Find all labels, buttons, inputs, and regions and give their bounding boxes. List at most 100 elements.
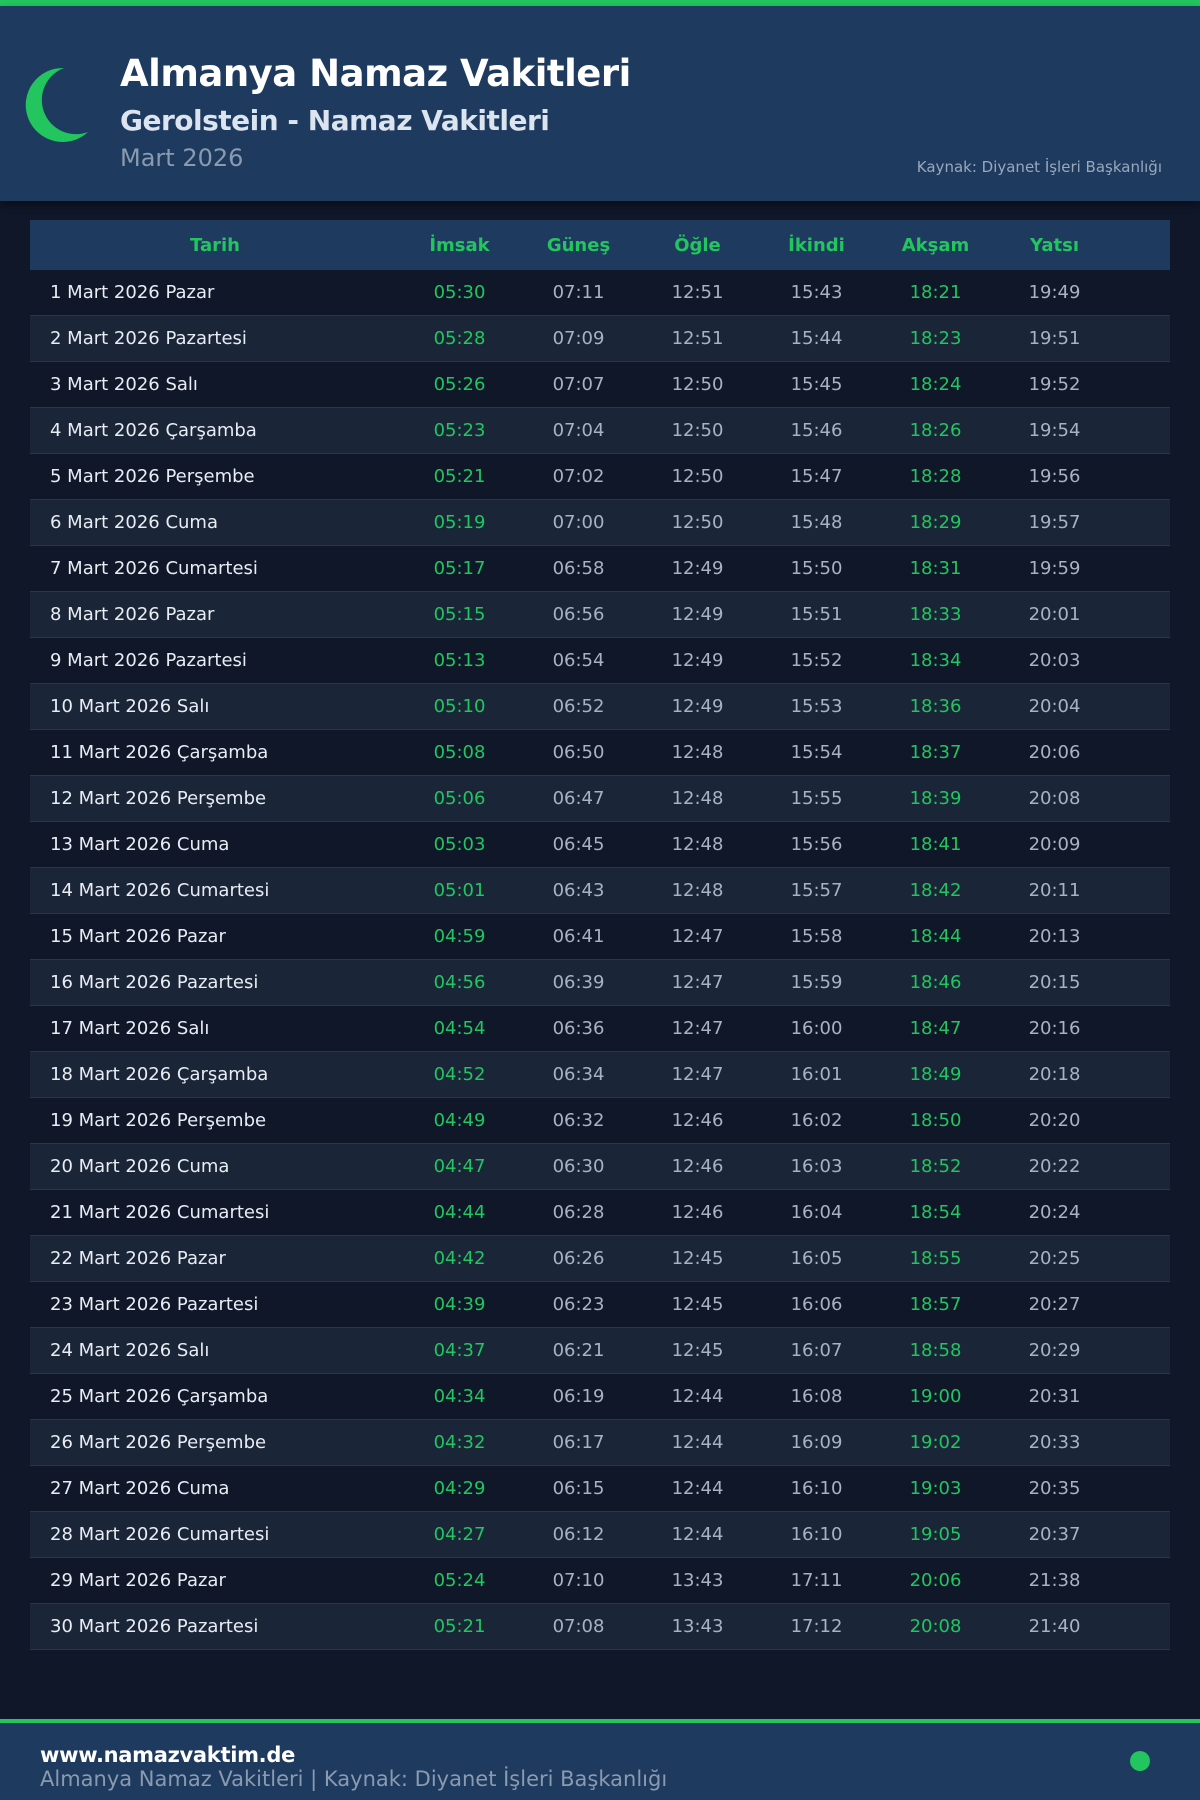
cell-yatsi: 20:18 (1028, 1064, 1081, 1085)
cell-date: 3 Mart 2026 Salı (50, 374, 198, 395)
cell-date: 13 Mart 2026 Cuma (50, 834, 230, 855)
cell-ogle: 12:45 (671, 1248, 724, 1269)
cell-date: 29 Mart 2026 Pazar (50, 1570, 226, 1591)
cell-date: 9 Mart 2026 Pazartesi (50, 650, 247, 671)
cell-imsak: 05:17 (433, 558, 486, 579)
cell-aksam: 18:54 (909, 1202, 962, 1223)
table-row: 29 Mart 2026 Pazar 05:24 07:10 13:43 17:11 20… (30, 1558, 1170, 1604)
cell-gunes: 07:02 (552, 466, 605, 487)
cell-ogle: 12:49 (671, 604, 724, 625)
cell-imsak: 05:08 (433, 742, 486, 763)
cell-ikindi: 16:01 (790, 1064, 843, 1085)
crescent-moon-icon (25, 67, 89, 142)
table-row: 11 Mart 2026 Çarşamba 05:08 06:50 12:48 15:5… (30, 730, 1170, 776)
table-row: 10 Mart 2026 Salı 05:10 06:52 12:49 15:53 18:… (30, 684, 1170, 730)
cell-imsak: 05:24 (433, 1570, 486, 1591)
cell-yatsi: 19:51 (1028, 328, 1081, 349)
cell-yatsi: 19:57 (1028, 512, 1081, 533)
cell-aksam: 18:37 (909, 742, 962, 763)
cell-gunes: 06:50 (552, 742, 605, 763)
cell-yatsi: 19:54 (1028, 420, 1081, 441)
cell-yatsi: 20:16 (1028, 1018, 1081, 1039)
cell-gunes: 06:21 (552, 1340, 605, 1361)
cell-date: 11 Mart 2026 Çarşamba (50, 742, 269, 763)
cell-ogle: 12:47 (671, 972, 724, 993)
page-header: Almanya Namaz Vakitleri Gerolstein - Nam… (0, 6, 1200, 201)
page-subtitle: Gerolstein - Namaz Vakitleri (120, 104, 550, 137)
table-row: 5 Mart 2026 Perşembe 05:21 07:02 12:50 15:47… (30, 454, 1170, 500)
cell-aksam: 18:31 (909, 558, 962, 579)
table-row: 27 Mart 2026 Cuma 04:29 06:15 12:44 16:10 19:… (30, 1466, 1170, 1512)
cell-ikindi: 16:07 (790, 1340, 843, 1361)
cell-yatsi: 20:15 (1028, 972, 1081, 993)
status-dot-icon (1130, 1751, 1150, 1771)
cell-date: 21 Mart 2026 Cumartesi (50, 1202, 270, 1223)
cell-date: 2 Mart 2026 Pazartesi (50, 328, 247, 349)
cell-imsak: 04:27 (433, 1524, 486, 1545)
column-header-ikindi: İkindi (788, 234, 845, 256)
table-row: 21 Mart 2026 Cumartesi 04:44 06:28 12:46 16:… (30, 1190, 1170, 1236)
table-row: 30 Mart 2026 Pazartesi 05:21 07:08 13:43 17:… (30, 1604, 1170, 1650)
cell-gunes: 06:34 (552, 1064, 605, 1085)
cell-yatsi: 20:33 (1028, 1432, 1081, 1453)
cell-imsak: 05:13 (433, 650, 486, 671)
cell-aksam: 18:52 (909, 1156, 962, 1177)
cell-date: 8 Mart 2026 Pazar (50, 604, 215, 625)
cell-ogle: 12:47 (671, 1018, 724, 1039)
cell-yatsi: 21:40 (1028, 1616, 1081, 1637)
cell-date: 12 Mart 2026 Perşembe (50, 788, 267, 809)
cell-imsak: 05:06 (433, 788, 486, 809)
table-row: 7 Mart 2026 Cumartesi 05:17 06:58 12:49 15:5… (30, 546, 1170, 592)
cell-ikindi: 15:50 (790, 558, 843, 579)
cell-yatsi: 20:25 (1028, 1248, 1081, 1269)
cell-gunes: 06:12 (552, 1524, 605, 1545)
cell-gunes: 07:00 (552, 512, 605, 533)
cell-ikindi: 15:56 (790, 834, 843, 855)
cell-ogle: 12:44 (671, 1432, 724, 1453)
cell-aksam: 19:00 (909, 1386, 962, 1407)
cell-aksam: 18:34 (909, 650, 962, 671)
cell-aksam: 19:03 (909, 1478, 962, 1499)
cell-gunes: 06:15 (552, 1478, 605, 1499)
table-row: 24 Mart 2026 Salı 04:37 06:21 12:45 16:07 18:… (30, 1328, 1170, 1374)
cell-imsak: 04:44 (433, 1202, 486, 1223)
cell-ogle: 12:45 (671, 1294, 724, 1315)
top-accent-bar (0, 0, 1200, 6)
cell-yatsi: 20:37 (1028, 1524, 1081, 1545)
table-body: 1 Mart 2026 Pazar 05:30 07:11 12:51 15:43 18:… (30, 270, 1170, 1650)
footer-url[interactable]: www.namazvaktim.de (40, 1743, 296, 1767)
cell-ogle: 12:44 (671, 1478, 724, 1499)
cell-ogle: 12:49 (671, 650, 724, 671)
cell-yatsi: 19:59 (1028, 558, 1081, 579)
table-row: 3 Mart 2026 Salı 05:26 07:07 12:50 15:45 18:2… (30, 362, 1170, 408)
cell-ogle: 12:51 (671, 328, 724, 349)
cell-ikindi: 15:46 (790, 420, 843, 441)
column-header-imsak: İmsak (429, 234, 490, 256)
table-row: 6 Mart 2026 Cuma 05:19 07:00 12:50 15:48 18:2… (30, 500, 1170, 546)
cell-date: 17 Mart 2026 Salı (50, 1018, 210, 1039)
cell-ikindi: 17:12 (790, 1616, 843, 1637)
cell-date: 20 Mart 2026 Cuma (50, 1156, 230, 1177)
prayer-times-table: Tarih İmsak Güneş Öğle İkindi Akşam Yats… (30, 220, 1170, 1650)
cell-imsak: 05:01 (433, 880, 486, 901)
cell-date: 24 Mart 2026 Salı (50, 1340, 210, 1361)
cell-imsak: 04:54 (433, 1018, 486, 1039)
cell-aksam: 18:55 (909, 1248, 962, 1269)
cell-gunes: 06:43 (552, 880, 605, 901)
table-row: 13 Mart 2026 Cuma 05:03 06:45 12:48 15:56 18:… (30, 822, 1170, 868)
cell-ogle: 12:49 (671, 558, 724, 579)
cell-gunes: 06:17 (552, 1432, 605, 1453)
cell-yatsi: 19:56 (1028, 466, 1081, 487)
cell-imsak: 04:39 (433, 1294, 486, 1315)
cell-ogle: 12:51 (671, 282, 724, 303)
cell-imsak: 05:28 (433, 328, 486, 349)
cell-aksam: 18:49 (909, 1064, 962, 1085)
table-row: 18 Mart 2026 Çarşamba 04:52 06:34 12:47 16:0… (30, 1052, 1170, 1098)
cell-ogle: 12:48 (671, 742, 724, 763)
cell-gunes: 06:32 (552, 1110, 605, 1131)
column-header-yatsi: Yatsı (1029, 234, 1080, 256)
cell-date: 4 Mart 2026 Çarşamba (50, 420, 257, 441)
cell-gunes: 06:23 (552, 1294, 605, 1315)
cell-ikindi: 15:45 (790, 374, 843, 395)
table-row: 23 Mart 2026 Pazartesi 04:39 06:23 12:45 16:… (30, 1282, 1170, 1328)
